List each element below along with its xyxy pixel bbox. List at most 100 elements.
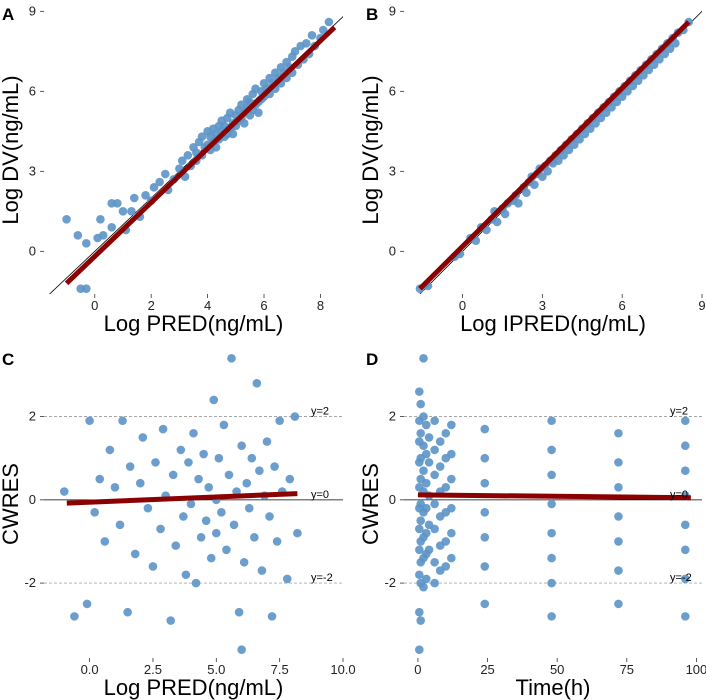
x-axis-title: Log PRED(ng/mL): [104, 311, 284, 336]
panel-letter: A: [2, 5, 14, 24]
data-point: [424, 458, 434, 467]
data-point: [247, 453, 257, 463]
data-point: [564, 145, 574, 155]
x-tick-label: 0: [91, 298, 98, 313]
data-point: [189, 428, 198, 438]
panel-letter: D: [366, 350, 378, 369]
data-point: [416, 616, 426, 625]
x-axis-title: Time(h): [516, 675, 591, 700]
data-point: [415, 387, 424, 396]
y-axis-title: CWRES: [0, 463, 23, 545]
data-point: [197, 132, 207, 141]
data-point: [239, 557, 249, 567]
data-point: [127, 207, 136, 216]
data-point: [191, 578, 201, 588]
data-point: [209, 395, 219, 405]
y-axis-title: Log DV(ng/mL): [358, 75, 383, 224]
data-point: [143, 503, 153, 513]
data-point: [614, 483, 623, 492]
data-point: [607, 103, 616, 112]
data-point: [522, 188, 531, 197]
data-point: [149, 183, 159, 192]
data-point: [270, 462, 279, 471]
data-point: [419, 412, 428, 421]
data-point: [206, 553, 216, 563]
x-tick-label: 25: [480, 662, 494, 677]
data-point: [435, 462, 445, 471]
data-point: [186, 499, 196, 509]
y-tick-label: 3: [389, 163, 396, 178]
data-point: [416, 516, 426, 525]
data-point: [421, 574, 431, 584]
data-point: [239, 119, 249, 128]
x-axis-title: Log PRED(ng/mL): [104, 675, 284, 700]
data-point: [435, 437, 445, 446]
data-point: [290, 412, 300, 421]
data-point: [421, 503, 431, 513]
data-point: [252, 378, 262, 388]
data-point: [107, 223, 116, 232]
data-point: [680, 545, 690, 555]
data-point: [430, 445, 439, 455]
x-tick-label: 2: [148, 298, 155, 313]
panel-c: Cy=2 y=0 y=-2 0.0 2.5 5.0 7.5 10.0 -2 0 2 Log PRED(…: [0, 350, 356, 700]
data-point: [547, 499, 556, 509]
data-point: [158, 424, 168, 434]
data-point: [430, 578, 439, 588]
x-tick-label: 2.5: [144, 662, 162, 677]
data-point: [441, 428, 451, 438]
y-tick-label: 0: [29, 243, 36, 258]
data-point: [415, 645, 424, 654]
data-point: [155, 177, 164, 187]
data-point: [224, 470, 234, 480]
data-point: [324, 17, 334, 27]
data-point: [601, 108, 611, 117]
panel-letter: C: [2, 350, 14, 369]
y-tick-label: -2: [384, 575, 396, 590]
data-point: [96, 215, 105, 224]
data-point: [62, 215, 71, 224]
data-point: [680, 612, 690, 621]
data-point: [614, 566, 623, 575]
data-point: [430, 524, 439, 534]
data-point: [214, 453, 224, 463]
data-point: [70, 612, 79, 621]
data-point: [82, 599, 92, 609]
data-point: [118, 207, 128, 216]
y-tick-label: 0: [29, 492, 36, 507]
data-point: [282, 574, 292, 584]
data-point: [212, 528, 221, 538]
data-point: [680, 466, 690, 476]
data-point: [227, 354, 236, 363]
x-tick-label: 9: [698, 298, 705, 313]
data-point: [421, 449, 431, 459]
ref-label-y-2: y=-2: [311, 572, 333, 584]
data-point: [447, 474, 456, 484]
ref-label-y-2: y=-2: [670, 572, 692, 584]
data-point: [415, 524, 424, 534]
data-point: [430, 499, 439, 509]
data-point: [419, 354, 428, 363]
panel-d: Dy=2 y=0 y=-2 0 25 50 75 100 -2 0 2 Time(h) CWRES: [358, 350, 706, 700]
data-point: [419, 441, 428, 451]
data-point: [424, 545, 434, 555]
data-point: [73, 231, 83, 240]
data-point: [184, 458, 193, 467]
data-point: [201, 516, 211, 525]
panel-a: A 0 2 4 6 8 0 3 6 9 Log PRED(ng/mL) Log DV(ng/mL): [0, 3, 343, 336]
data-point: [430, 557, 439, 567]
data-point: [447, 420, 456, 430]
data-point: [547, 470, 556, 480]
data-point: [105, 445, 115, 455]
data-point: [222, 545, 231, 555]
data-point: [441, 483, 451, 492]
data-point: [419, 582, 428, 592]
x-tick-label: 4: [204, 298, 211, 313]
data-point: [614, 537, 623, 546]
y-tick-label: 2: [389, 409, 396, 424]
data-point: [416, 399, 426, 409]
data-point: [421, 420, 431, 430]
data-point: [255, 466, 264, 476]
data-point: [547, 528, 556, 538]
data-point: [644, 65, 654, 75]
